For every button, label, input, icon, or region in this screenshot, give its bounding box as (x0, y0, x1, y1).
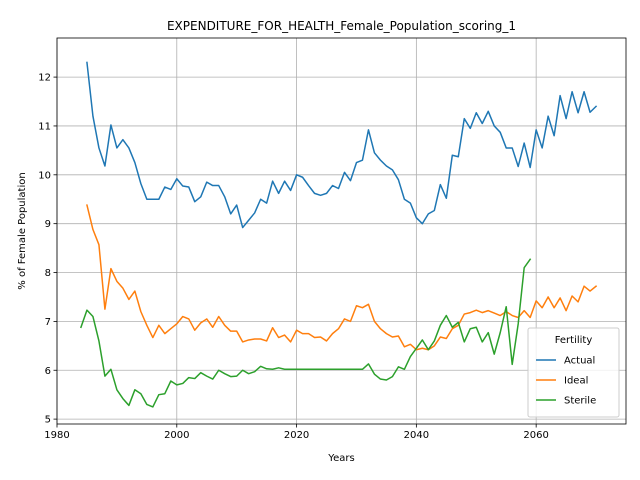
x-axis-label: Years (327, 453, 354, 464)
x-axis-ticks: 1980 2000 2020 2040 2060 (44, 424, 549, 441)
y-tick-label: 9 (45, 219, 51, 230)
series-line-ideal (86, 204, 598, 351)
y-tick-label: 8 (45, 268, 51, 279)
legend-label-sterile: Sterile (564, 396, 596, 407)
y-tick-label: 12 (38, 73, 51, 84)
y-tick-label: 7 (45, 317, 51, 328)
legend-label-actual: Actual (564, 356, 595, 367)
legend: Fertility Actual Ideal Sterile (527, 327, 620, 418)
y-tick-label: 5 (45, 415, 51, 426)
legend-title: Fertility (555, 335, 593, 346)
y-axis-ticks: 5 6 7 8 9 10 11 12 (38, 73, 57, 426)
legend-label-ideal: Ideal (564, 376, 588, 387)
series-lines (80, 61, 598, 408)
y-tick-label: 11 (38, 121, 51, 132)
x-tick-label: 2000 (164, 430, 189, 441)
legend-box (527, 327, 620, 418)
grid (56, 38, 626, 424)
y-tick-label: 6 (45, 366, 51, 377)
chart-title: EXPENDITURE_FOR_HEALTH_Female_Population… (167, 19, 516, 33)
plot-area-frame (56, 37, 627, 425)
x-tick-label: 2060 (523, 430, 548, 441)
x-tick-label: 2020 (284, 430, 309, 441)
series-line-actual (86, 61, 598, 229)
x-tick-label: 2040 (404, 430, 429, 441)
series-line-sterile (80, 258, 532, 408)
x-tick-label: 1980 (44, 430, 69, 441)
y-axis-label: % of Female Population (17, 172, 28, 289)
y-tick-label: 10 (38, 170, 51, 181)
